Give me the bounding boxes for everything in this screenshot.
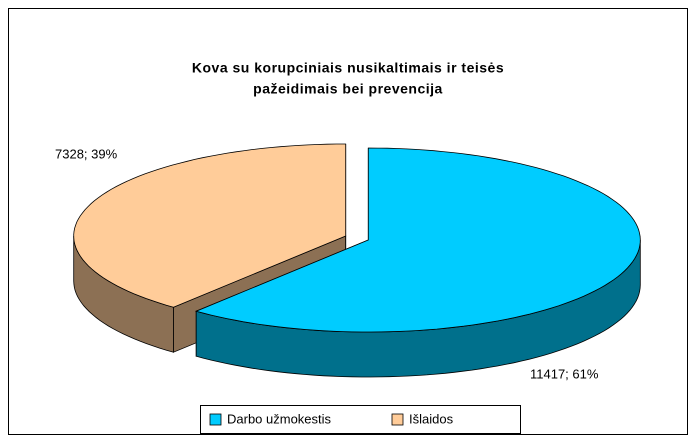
pie-slice bbox=[194, 147, 641, 333]
legend-label: Išlaidos bbox=[409, 411, 454, 426]
legend-box bbox=[200, 405, 521, 434]
data-label: 7328; 39% bbox=[55, 146, 118, 161]
legend-swatch bbox=[391, 413, 404, 426]
pie bbox=[73, 143, 641, 378]
chart-title: pažeidimais bei prevencija bbox=[253, 81, 443, 97]
pie-slice bbox=[73, 143, 347, 308]
legend-label: Darbo užmokestis bbox=[227, 411, 332, 426]
data-label: 11417; 61% bbox=[530, 366, 599, 381]
legend-swatch bbox=[209, 413, 222, 426]
chart-title: Kova su korupciniais nusikaltimais ir te… bbox=[192, 60, 504, 76]
legend: Darbo užmokestis Išlaidos bbox=[200, 405, 521, 434]
